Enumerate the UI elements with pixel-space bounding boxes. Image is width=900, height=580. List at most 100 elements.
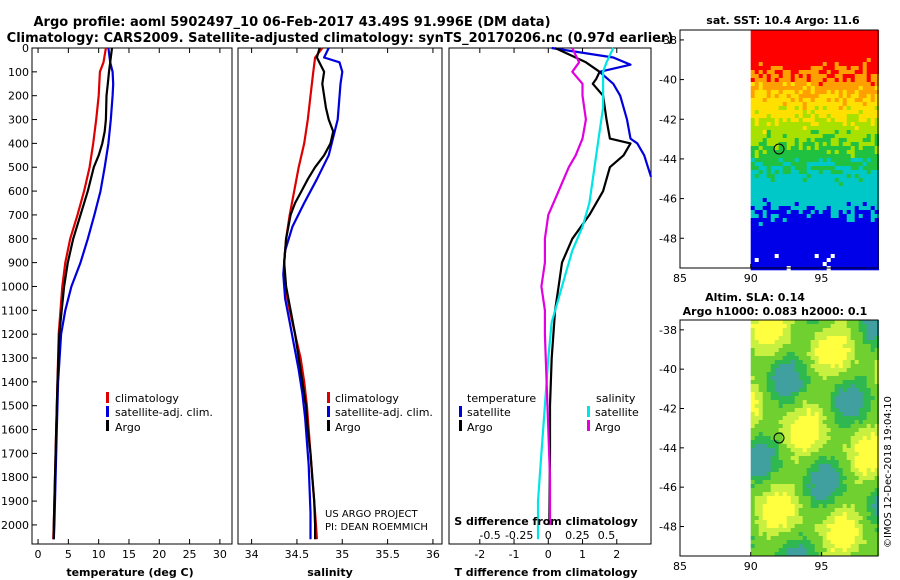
map-cell [862, 82, 868, 87]
map-cell [794, 400, 800, 405]
map-cell [810, 122, 816, 127]
map-cell [814, 174, 820, 179]
map-cell [830, 364, 836, 369]
map-cell [762, 400, 768, 405]
map-cell [846, 102, 852, 107]
map-cell [762, 210, 768, 215]
map-cell [750, 154, 756, 159]
map-cell [794, 420, 800, 425]
map-cell [810, 328, 816, 333]
map-cell [862, 340, 868, 345]
map-cell [858, 464, 864, 469]
map-cell [806, 336, 812, 341]
map-cell [750, 516, 756, 521]
map-cell [798, 38, 804, 43]
map-cell [854, 182, 860, 187]
map-cell [842, 440, 848, 445]
map-cell [858, 126, 864, 131]
map-cell [834, 452, 840, 457]
map-cell [874, 38, 880, 43]
map-cell [766, 324, 772, 329]
map-cell [802, 102, 808, 107]
map-cell [858, 182, 864, 187]
map-cell [766, 356, 772, 361]
map-cell [762, 384, 768, 389]
map-cell [794, 98, 800, 103]
map-cell [810, 34, 816, 39]
map-cell [750, 352, 756, 357]
map-cell [774, 376, 780, 381]
map-cell [834, 194, 840, 199]
map-cell [786, 364, 792, 369]
series-line-t-argo [548, 47, 632, 525]
map-cell [794, 488, 800, 493]
map-cell [862, 372, 868, 377]
map-cell [858, 492, 864, 497]
map-cell [766, 206, 772, 211]
map-cell [774, 166, 780, 171]
map-cell [774, 336, 780, 341]
map-cell [866, 238, 872, 243]
map-cell [870, 484, 876, 489]
map-cell [754, 170, 760, 175]
map-cell [750, 360, 756, 365]
map-cell [786, 50, 792, 55]
map-cell [770, 516, 776, 521]
map-cell [830, 540, 836, 545]
map-cell [750, 524, 756, 529]
map-cell [786, 356, 792, 361]
map-cell [802, 202, 808, 207]
map-cell [778, 242, 784, 247]
map-cell [866, 372, 872, 377]
map-cell [794, 392, 800, 397]
map-cell [770, 58, 776, 63]
map-cell [750, 198, 756, 203]
map-cell [818, 122, 824, 127]
map-cell [866, 178, 872, 183]
map-cell [778, 524, 784, 529]
map-cell [750, 182, 756, 187]
map-cell [822, 544, 828, 549]
y-tick-label: 500 [8, 161, 29, 174]
map-cell [770, 436, 776, 441]
map-cell [850, 504, 856, 509]
map-cell [806, 436, 812, 441]
map-cell [822, 360, 828, 365]
map-cell [802, 388, 808, 393]
map-cell [782, 46, 788, 51]
map-cell [870, 246, 876, 251]
map-cell [834, 496, 840, 501]
map-cell [834, 440, 840, 445]
map-cell [870, 460, 876, 465]
map-cell [818, 66, 824, 71]
map-cell [802, 456, 808, 461]
map-cell [826, 98, 832, 103]
map-cell [874, 472, 880, 477]
map-cell [830, 194, 836, 199]
map-cell [850, 186, 856, 191]
map-cell [842, 74, 848, 79]
map-cell [858, 508, 864, 513]
map-cell [814, 230, 820, 235]
map-cell [790, 408, 796, 413]
map-cell [866, 150, 872, 155]
map-cell [802, 412, 808, 417]
map-cell [818, 226, 824, 231]
map-cell [854, 30, 860, 35]
map-cell [794, 234, 800, 239]
y-tick-label: 1600 [1, 424, 29, 437]
map-cell [762, 324, 768, 329]
map-cell [826, 492, 832, 497]
map-cell [806, 372, 812, 377]
map-cell [870, 66, 876, 71]
map-cell [822, 428, 828, 433]
map-cell [794, 122, 800, 127]
map-cell [854, 524, 860, 529]
map-cell [850, 90, 856, 95]
map-cell [766, 348, 772, 353]
map-cell [774, 392, 780, 397]
map-cell [786, 230, 792, 235]
map-cell [750, 372, 756, 377]
map-cell [750, 436, 756, 441]
map-cell [850, 456, 856, 461]
